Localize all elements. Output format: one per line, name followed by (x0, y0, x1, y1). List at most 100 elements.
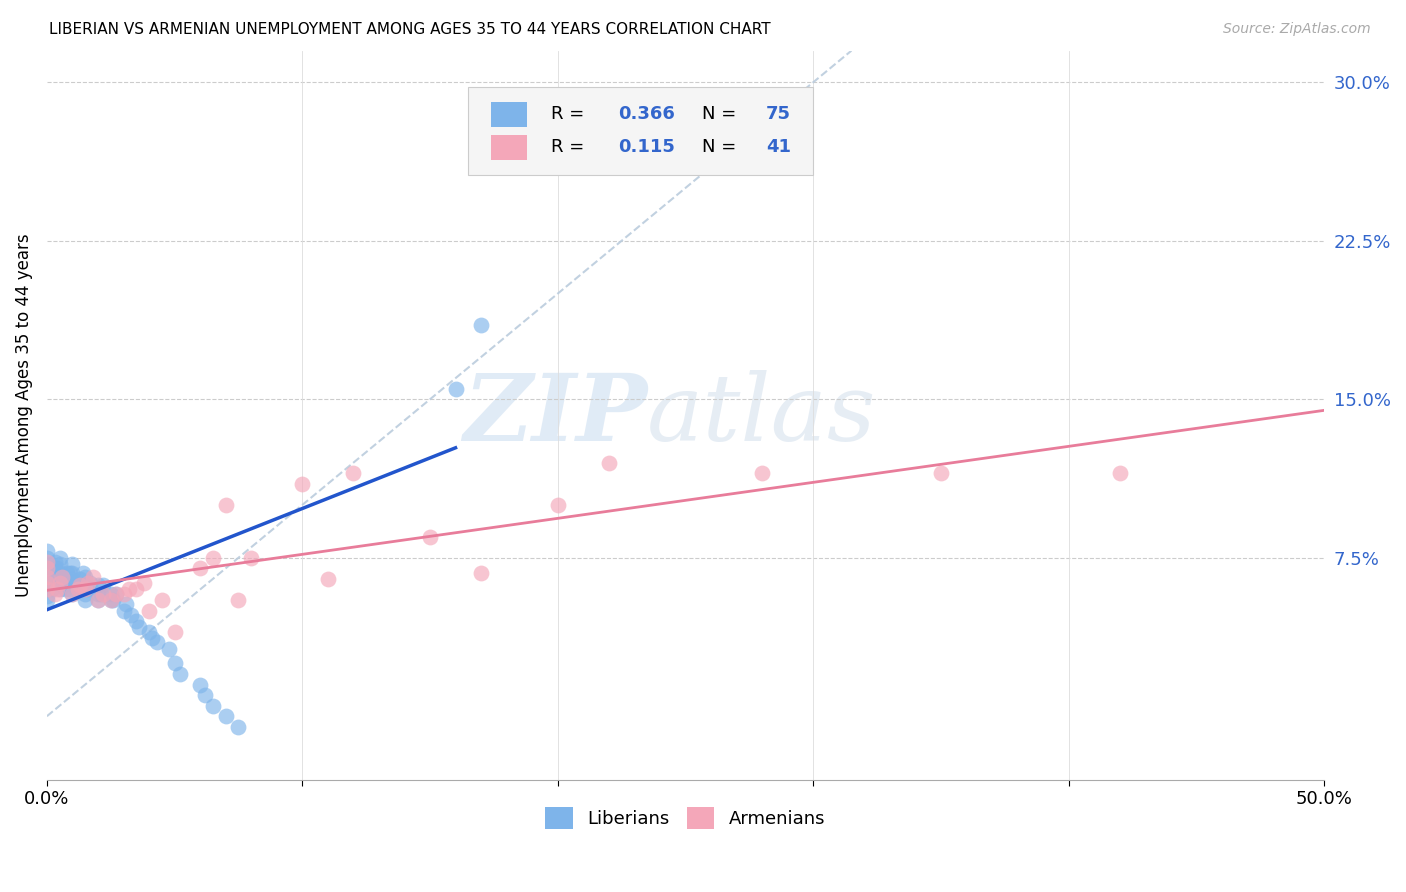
Point (75, 587, 97, 601)
Text: LIBERIAN VS ARMENIAN UNEMPLOYMENT AMONG AGES 35 TO 44 YEARS CORRELATION CHART: LIBERIAN VS ARMENIAN UNEMPLOYMENT AMONG … (49, 22, 770, 37)
Point (240, 550, 263, 565)
Point (48, 550, 70, 565)
Point (53, 574, 76, 588)
Point (141, 631, 163, 645)
Point (82, 570, 104, 584)
Bar (491, 102, 527, 128)
Point (51, 570, 73, 584)
Point (75, 570, 97, 584)
Point (419, 530, 441, 544)
Point (69, 572, 91, 586)
Point (46, 582, 69, 597)
Point (56, 566, 79, 580)
Point (138, 604, 160, 618)
Text: N =: N = (702, 138, 742, 156)
Point (35, 576, 58, 591)
Y-axis label: Unemployment Among Ages 35 to 44 years: Unemployment Among Ages 35 to 44 years (15, 234, 32, 597)
Point (66, 582, 89, 597)
Point (444, 382, 467, 396)
Point (470, 566, 492, 580)
Point (48, 557, 70, 571)
Point (35, 544, 58, 558)
Point (215, 709, 238, 723)
Point (75, 582, 97, 597)
Point (35, 578, 58, 592)
Point (35, 582, 58, 597)
Point (751, 467, 773, 481)
Point (44, 555, 66, 569)
Legend: Liberians, Armenians: Liberians, Armenians (538, 800, 832, 836)
Point (75, 593, 97, 607)
Point (169, 667, 191, 681)
Point (35, 570, 58, 584)
Point (35, 561, 58, 575)
Point (120, 607, 142, 622)
Point (100, 593, 122, 607)
Point (150, 593, 173, 607)
Point (44, 587, 66, 601)
Point (44, 567, 66, 582)
Point (35, 555, 58, 569)
Point (215, 498, 238, 512)
Point (138, 624, 160, 639)
Point (76, 576, 98, 591)
Point (125, 582, 148, 597)
Text: 75: 75 (766, 105, 790, 123)
Point (35, 550, 58, 565)
Point (115, 597, 138, 611)
Point (470, 318, 492, 333)
Point (62, 572, 84, 586)
Point (188, 561, 211, 575)
Text: N =: N = (702, 105, 742, 123)
Bar (491, 135, 527, 160)
Point (46, 576, 69, 591)
Point (87, 593, 110, 607)
Point (35, 557, 58, 571)
Point (228, 593, 250, 607)
Text: 0.115: 0.115 (617, 138, 675, 156)
Point (91, 587, 114, 601)
Point (194, 688, 217, 702)
Point (44, 561, 66, 575)
Point (145, 635, 167, 649)
Point (46, 561, 69, 575)
Point (547, 498, 569, 512)
Point (201, 550, 224, 565)
Point (104, 587, 127, 601)
Point (188, 677, 211, 691)
Text: Source: ZipAtlas.com: Source: ZipAtlas.com (1223, 22, 1371, 37)
Point (35, 572, 58, 586)
Point (62, 587, 84, 601)
Point (100, 587, 122, 601)
Point (87, 587, 110, 601)
Point (100, 593, 122, 607)
Point (159, 641, 181, 656)
Point (46, 567, 69, 582)
Point (91, 578, 114, 592)
Point (56, 576, 79, 591)
Point (62, 557, 84, 571)
Point (508, 128, 530, 143)
Point (291, 476, 314, 491)
Point (598, 456, 620, 470)
Point (59, 566, 82, 580)
Point (89, 587, 111, 601)
Text: 41: 41 (766, 138, 790, 156)
Point (35, 593, 58, 607)
Point (75, 578, 97, 592)
Point (53, 582, 76, 597)
Point (48, 576, 70, 591)
Point (35, 582, 58, 597)
Point (48, 582, 70, 597)
Point (66, 582, 89, 597)
Point (69, 578, 91, 592)
Point (48, 566, 70, 580)
Point (72, 566, 94, 580)
Point (112, 587, 135, 601)
Point (128, 620, 150, 634)
Point (35, 589, 58, 603)
Point (104, 587, 127, 601)
Point (48, 570, 70, 584)
Point (87, 593, 110, 607)
Point (163, 657, 186, 671)
